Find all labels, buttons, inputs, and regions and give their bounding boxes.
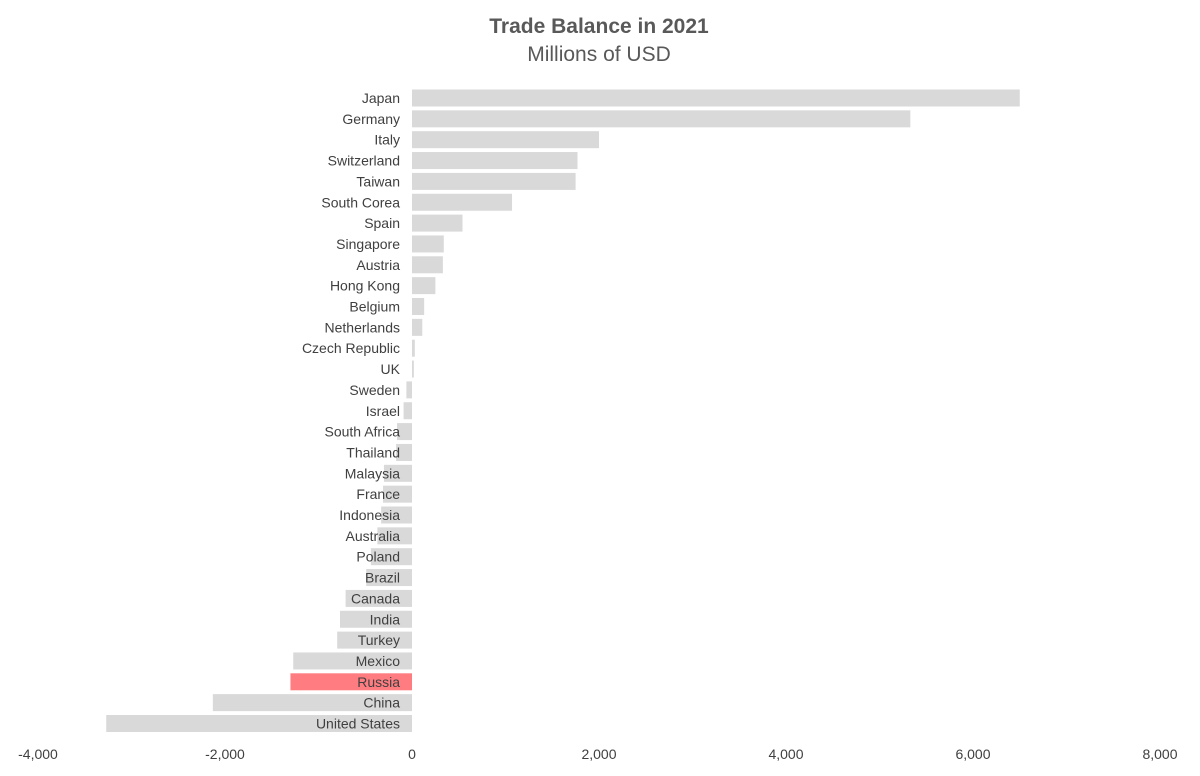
category-label-italy: Italy: [374, 132, 400, 148]
bar-germany: [412, 110, 911, 128]
category-label-belgium: Belgium: [349, 299, 400, 315]
category-label-malaysia: Malaysia: [345, 465, 400, 481]
x-tick-label: -2,000: [205, 746, 245, 762]
bar-australia: [377, 527, 412, 545]
x-tick-label: 8,000: [1142, 746, 1177, 762]
category-label-russia: Russia: [357, 674, 400, 690]
x-tick-label: 6,000: [955, 746, 990, 762]
bar-japan: [412, 89, 1020, 107]
category-label-switzerland: Switzerland: [328, 153, 400, 169]
bar-south-africa: [397, 423, 412, 441]
bars-group: [106, 89, 1020, 732]
category-label-canada: Canada: [351, 590, 400, 606]
category-label-brazil: Brazil: [365, 570, 400, 586]
category-label-spain: Spain: [364, 215, 400, 231]
x-tick-label: 4,000: [768, 746, 803, 762]
bar-israel: [403, 402, 412, 420]
chart-title: Trade Balance in 2021: [489, 15, 709, 38]
category-label-singapore: Singapore: [336, 236, 400, 252]
bar-poland: [370, 548, 412, 566]
category-label-india: India: [370, 611, 401, 627]
category-label-south-africa: South Africa: [325, 424, 401, 440]
bar-indonesia: [381, 506, 412, 524]
category-labels-group: Japan Germany Italy Switzerland Taiwan South …: [302, 90, 401, 732]
bar-austria: [412, 256, 443, 274]
bar-hong-kong: [412, 277, 436, 295]
category-label-taiwan: Taiwan: [356, 173, 400, 189]
category-label-austria: Austria: [356, 257, 400, 273]
x-axis-ticks-group: -4,000 -2,000 0 2,000 4,000 6,000 8,000: [18, 746, 1178, 762]
bar-netherlands: [412, 318, 423, 336]
bar-taiwan: [412, 172, 576, 190]
category-label-netherlands: Netherlands: [325, 319, 401, 335]
category-label-united-states: United States: [316, 716, 400, 732]
bar-china: [212, 694, 412, 712]
bar-belgium: [412, 298, 425, 315]
bar-russia: [290, 673, 412, 691]
category-label-china: China: [363, 695, 400, 711]
bar-thailand: [396, 443, 412, 461]
category-label-japan: Japan: [362, 90, 400, 106]
category-label-australia: Australia: [346, 528, 401, 544]
category-label-thailand: Thailand: [346, 444, 400, 460]
bar-france: [383, 485, 412, 503]
bar-sweden: [406, 381, 412, 399]
bar-turkey: [337, 631, 412, 649]
chart-subtitle: Millions of USD: [527, 43, 671, 66]
category-label-hong-kong: Hong Kong: [330, 278, 400, 294]
category-label-mexico: Mexico: [356, 653, 401, 669]
bar-mexico: [293, 652, 412, 670]
bar-spain: [412, 214, 463, 232]
category-label-czech-republic: Czech Republic: [302, 340, 400, 356]
bar-india: [340, 610, 412, 628]
category-label-germany: Germany: [342, 111, 400, 127]
category-label-south-corea: South Corea: [321, 194, 400, 210]
bar-czech-republic: [412, 339, 415, 357]
category-label-indonesia: Indonesia: [339, 507, 400, 523]
bar-brazil: [366, 569, 412, 587]
bar-malaysia: [383, 464, 412, 482]
bar-switzerland: [412, 152, 578, 170]
category-label-turkey: Turkey: [358, 632, 400, 648]
category-label-sweden: Sweden: [349, 382, 400, 398]
x-tick-label: 2,000: [581, 746, 616, 762]
category-label-france: France: [356, 486, 400, 502]
category-label-uk: UK: [381, 361, 401, 377]
bar-singapore: [412, 235, 444, 253]
category-label-israel: Israel: [366, 403, 400, 419]
bar-italy: [412, 131, 599, 149]
bar-south-corea: [412, 193, 513, 211]
bar-uk: [412, 360, 414, 378]
x-tick-label: 0: [408, 746, 416, 762]
bar-united-states: [106, 715, 412, 732]
x-tick-label: -4,000: [18, 746, 58, 762]
bar-canada: [345, 589, 412, 607]
category-label-poland: Poland: [356, 549, 400, 565]
